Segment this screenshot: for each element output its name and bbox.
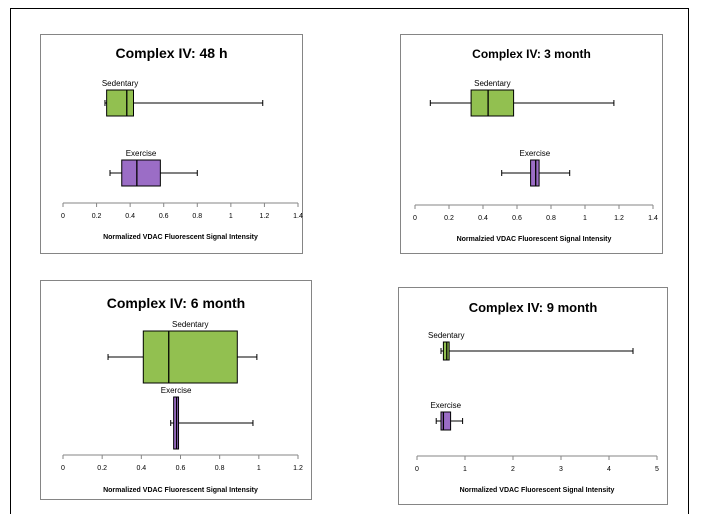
x-tick-label: 1 — [257, 465, 261, 472]
x-tick-label: 0.2 — [444, 215, 454, 222]
sedentary-label: Sedentary — [474, 79, 510, 88]
chart-title: Complex IV: 6 month — [107, 295, 245, 311]
x-tick-label: 0.6 — [512, 215, 522, 222]
chart-panel-9month: Complex IV: 9 month 0 1 2 3 4 5 Normalized VDAC… — [398, 287, 668, 505]
chart-title: Complex IV: 3 month — [472, 47, 591, 61]
x-tick-label: 0 — [415, 466, 419, 473]
sedentary-box — [470, 89, 515, 117]
panel-border — [40, 34, 303, 254]
x-axis-label: Normalized VDAC Fluorescent Signal Inten… — [103, 487, 258, 494]
x-axis-label: Normalized VDAC Fluorescent Signal Inten… — [103, 234, 258, 241]
x-tick-label: 0 — [61, 465, 65, 472]
x-tick-label: 0.4 — [478, 215, 488, 222]
x-tick-label: 3 — [559, 466, 563, 473]
chart-panel-6month: Complex IV: 6 month 0 0.2 0.4 0.6 0.8 1 1.2 Norm… — [40, 280, 312, 500]
x-tick-label: 0.2 — [92, 213, 102, 220]
x-tick-label: 0.4 — [125, 213, 135, 220]
x-tick-label: 0.8 — [215, 465, 225, 472]
x-tick-label: 1 — [583, 215, 587, 222]
x-tick-label: 0.2 — [97, 465, 107, 472]
exercise-label: Exercise — [430, 401, 461, 410]
exercise-label: Exercise — [126, 149, 157, 158]
sedentary-label: Sedentary — [172, 320, 208, 329]
exercise-label: Exercise — [161, 386, 192, 395]
panel-border — [398, 287, 668, 505]
x-tick-label: 1 — [463, 466, 467, 473]
chart-panel-48h: Complex IV: 48 h 0 0.2 0.4 0.6 0.8 1 1.2 1.4 Norm… — [40, 34, 303, 254]
sedentary-label: Sedentary — [428, 331, 464, 340]
x-axis-label: Normalzied VDAC Fluorescent Signal Inten… — [457, 236, 612, 243]
x-tick-label: 1.2 — [614, 215, 624, 222]
x-tick-label: 0.8 — [546, 215, 556, 222]
sedentary-label: Sedentary — [102, 79, 138, 88]
x-tick-label: 1.4 — [648, 215, 658, 222]
exercise-box — [121, 159, 161, 187]
chart-title: Complex IV: 48 h — [115, 45, 227, 61]
x-tick-label: 0 — [61, 213, 65, 220]
x-tick-label: 2 — [511, 466, 515, 473]
x-tick-label: 4 — [607, 466, 611, 473]
exercise-box — [440, 411, 452, 431]
chart-title: Complex IV: 9 month — [469, 300, 598, 315]
x-tick-label: 0.6 — [176, 465, 186, 472]
panel-border — [400, 34, 663, 254]
figure-frame — [10, 8, 689, 514]
exercise-box — [530, 159, 540, 187]
chart-panel-3month: Complex IV: 3 month 0 0.2 0.4 0.6 0.8 1 1.2 1.4 N… — [400, 34, 663, 254]
x-tick-label: 0 — [413, 215, 417, 222]
exercise-label: Exercise — [520, 149, 551, 158]
x-axis-label: Normalized VDAC Fluorescent Signal Inten… — [460, 487, 615, 494]
x-tick-label: 1 — [229, 213, 233, 220]
x-tick-label: 0.8 — [192, 213, 202, 220]
x-tick-label: 0.4 — [136, 465, 146, 472]
sedentary-box — [142, 330, 238, 384]
x-tick-label: 1.4 — [293, 213, 303, 220]
panel-border — [40, 280, 312, 500]
x-tick-label: 0.6 — [159, 213, 169, 220]
x-tick-label: 1.2 — [260, 213, 270, 220]
sedentary-box — [106, 89, 135, 117]
x-tick-label: 5 — [655, 466, 659, 473]
x-tick-label: 1.2 — [293, 465, 303, 472]
